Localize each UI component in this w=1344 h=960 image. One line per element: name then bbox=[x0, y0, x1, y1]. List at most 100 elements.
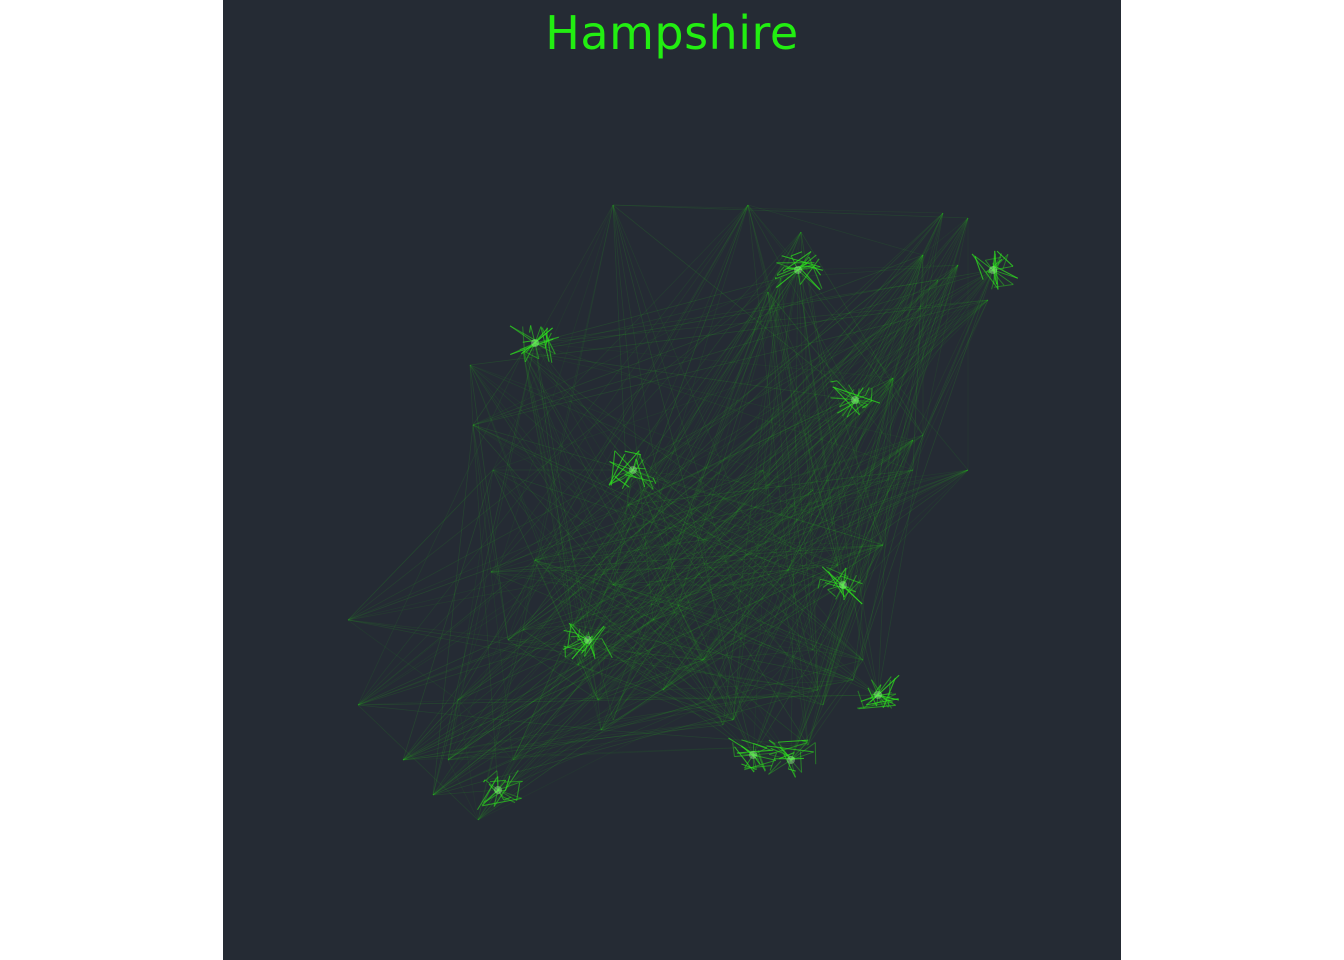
flow-edge bbox=[347, 204, 749, 621]
flow-edge bbox=[469, 364, 709, 701]
flow-edge bbox=[652, 469, 969, 621]
flow-edge bbox=[402, 231, 802, 761]
flow-edge bbox=[402, 724, 724, 761]
flow-edge bbox=[469, 364, 614, 586]
flow-edge bbox=[432, 689, 664, 796]
flow-edge bbox=[402, 469, 494, 761]
flow-edge bbox=[534, 559, 754, 756]
flow-edge bbox=[612, 204, 654, 621]
flow-edge bbox=[469, 299, 989, 366]
flow-edge bbox=[992, 253, 1009, 271]
flow-edge bbox=[732, 742, 736, 757]
flow-edge bbox=[742, 614, 864, 661]
flow-edge bbox=[702, 279, 939, 661]
flow-edge bbox=[837, 279, 939, 566]
flow-edge bbox=[854, 387, 864, 401]
flow-edge bbox=[432, 569, 789, 796]
flow-edge bbox=[624, 469, 634, 476]
flow-edge bbox=[432, 424, 474, 796]
flow-edge bbox=[702, 614, 744, 661]
flow-edge bbox=[512, 699, 709, 761]
flow-edge bbox=[797, 269, 884, 546]
flow-edge bbox=[621, 474, 630, 489]
flow-edge bbox=[516, 782, 521, 801]
flow-edge bbox=[477, 377, 894, 821]
flow-edge bbox=[522, 351, 724, 726]
flow-edge bbox=[512, 279, 939, 761]
flow-edge bbox=[747, 204, 814, 491]
flow-edge bbox=[432, 789, 499, 796]
flow-edge bbox=[457, 264, 959, 701]
flow-edge bbox=[780, 277, 819, 691]
flow-edge bbox=[534, 204, 614, 344]
flow-edge bbox=[864, 387, 870, 396]
flow-edge bbox=[402, 544, 884, 761]
flow-edge bbox=[752, 544, 884, 756]
flow-edge bbox=[820, 578, 844, 586]
flow-edge bbox=[732, 231, 802, 721]
flow-edge bbox=[457, 377, 894, 701]
flow-edge bbox=[492, 469, 844, 586]
flow-edge bbox=[402, 629, 524, 761]
flow-edge bbox=[614, 475, 630, 488]
flow-edge bbox=[587, 439, 914, 641]
flow-edge bbox=[447, 719, 734, 761]
flow-edge bbox=[584, 639, 589, 646]
flow-edge bbox=[702, 254, 924, 541]
flow-edge bbox=[677, 604, 734, 721]
flow-edge bbox=[827, 589, 836, 597]
flow-edge bbox=[534, 434, 924, 561]
flow-edge bbox=[432, 342, 536, 796]
flow-edge bbox=[627, 504, 754, 756]
flow-edge bbox=[922, 269, 994, 436]
flow-edge bbox=[601, 638, 613, 659]
flow-edge bbox=[985, 258, 1003, 273]
flow-edge bbox=[842, 567, 847, 586]
flow-edge bbox=[747, 204, 924, 256]
flow-edge bbox=[747, 204, 969, 471]
flow-edge bbox=[489, 779, 506, 783]
flow-edge bbox=[477, 434, 924, 821]
flow-edge bbox=[621, 469, 634, 489]
flow-edge bbox=[778, 752, 795, 760]
flow-edge bbox=[852, 269, 994, 681]
flow-edge bbox=[540, 326, 550, 362]
flow-edge bbox=[522, 351, 844, 586]
flow-edge bbox=[662, 264, 959, 691]
flow-edge bbox=[797, 269, 924, 436]
flow-edge bbox=[677, 604, 879, 696]
flow-edge bbox=[652, 264, 959, 621]
flow-edge bbox=[512, 439, 914, 761]
flow-edge bbox=[752, 754, 761, 765]
flow-edge bbox=[870, 679, 893, 709]
flow-edge bbox=[846, 397, 872, 418]
flow-edge bbox=[1002, 254, 1009, 271]
flow-edge bbox=[594, 574, 854, 681]
flow-edge bbox=[572, 624, 814, 651]
flow-edge bbox=[642, 489, 879, 696]
flow-edge bbox=[722, 489, 814, 726]
flow-edge bbox=[347, 277, 782, 621]
flow-edge bbox=[447, 299, 989, 761]
flow-edge bbox=[577, 664, 734, 721]
flow-edge bbox=[993, 283, 1014, 288]
flow-edge bbox=[797, 266, 821, 271]
flow-edge bbox=[767, 291, 884, 546]
flow-edge bbox=[797, 263, 808, 271]
flow-edge bbox=[447, 559, 536, 761]
flow-edge bbox=[627, 504, 704, 541]
flow-edge bbox=[632, 469, 884, 546]
flow-edge bbox=[571, 635, 593, 660]
flow-edge bbox=[472, 424, 509, 641]
flow-edge bbox=[869, 684, 882, 700]
flow-edge bbox=[357, 604, 679, 706]
flow-edge bbox=[992, 258, 1003, 271]
flow-edge bbox=[787, 569, 864, 661]
flow-edge bbox=[497, 789, 505, 801]
flow-edge bbox=[357, 624, 574, 706]
hub-glow bbox=[787, 756, 795, 764]
flow-edge bbox=[762, 277, 782, 471]
flow-edge bbox=[662, 679, 854, 691]
flow-edge bbox=[594, 231, 802, 576]
flow-edge bbox=[787, 569, 819, 691]
